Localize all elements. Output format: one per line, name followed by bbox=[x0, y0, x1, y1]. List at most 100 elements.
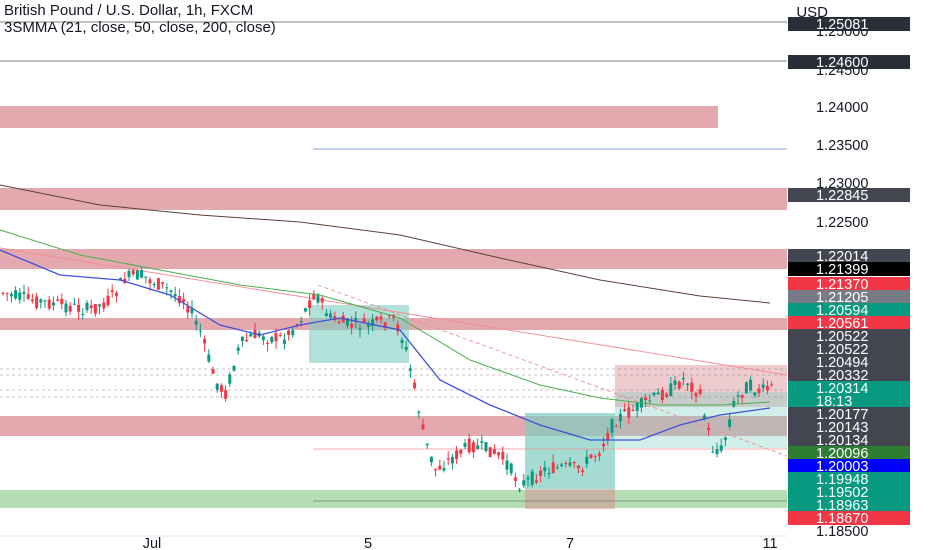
price-tag-bg bbox=[788, 342, 910, 356]
candle bbox=[337, 318, 341, 325]
candle bbox=[438, 459, 442, 471]
price-tag: 1.20314 bbox=[788, 381, 910, 397]
candle bbox=[455, 445, 459, 464]
symbol-title[interactable]: British Pound / U.S. Dollar, 1h, FXCM bbox=[4, 2, 254, 19]
candle-body bbox=[455, 450, 459, 460]
candle-body bbox=[177, 296, 181, 304]
candle-body bbox=[152, 284, 156, 286]
candle bbox=[593, 454, 597, 463]
candle bbox=[127, 268, 131, 282]
price-tag-label: 1.18963 bbox=[816, 498, 868, 514]
candle bbox=[673, 375, 677, 391]
candle-body bbox=[114, 292, 118, 296]
candle bbox=[404, 340, 408, 352]
candle bbox=[39, 298, 43, 309]
candle bbox=[211, 366, 215, 374]
candle bbox=[371, 314, 375, 332]
candle bbox=[597, 450, 601, 462]
candle-body bbox=[513, 477, 517, 481]
candle bbox=[568, 456, 572, 468]
candle bbox=[320, 295, 324, 311]
candle bbox=[698, 384, 702, 397]
candle-body bbox=[681, 378, 685, 380]
candle-body bbox=[43, 300, 47, 302]
price-tag: 1.18963 bbox=[788, 498, 910, 514]
price-tag-label: 1.24600 bbox=[816, 55, 868, 71]
candle-body bbox=[383, 322, 387, 329]
candle-body bbox=[156, 278, 160, 290]
candle-body bbox=[463, 443, 467, 448]
candle-body bbox=[723, 437, 727, 440]
candle-body bbox=[677, 381, 681, 389]
candle-body bbox=[702, 415, 706, 420]
candle bbox=[303, 307, 307, 313]
candle bbox=[102, 297, 106, 313]
price-zone bbox=[0, 188, 787, 210]
price-tag-label: 1.20522 bbox=[816, 342, 868, 358]
price-tag-bg bbox=[788, 303, 910, 317]
candle bbox=[656, 387, 660, 395]
candle-body bbox=[526, 477, 530, 480]
candle bbox=[631, 404, 635, 412]
candle-body bbox=[47, 299, 51, 309]
price-tag-label: 1.20522 bbox=[816, 329, 868, 345]
candle-body bbox=[148, 279, 152, 284]
price-tag: 1.20522 bbox=[788, 342, 910, 358]
candle-body bbox=[610, 419, 614, 433]
candle bbox=[5, 292, 9, 302]
candle-body bbox=[345, 318, 349, 326]
candle bbox=[308, 294, 312, 316]
candle-body bbox=[362, 318, 366, 323]
candle-body bbox=[110, 290, 114, 292]
candle bbox=[140, 266, 144, 279]
candle bbox=[22, 284, 26, 302]
price-tag-bg bbox=[788, 381, 910, 395]
candle-body bbox=[295, 324, 299, 326]
candle bbox=[9, 291, 13, 303]
candle bbox=[669, 376, 673, 397]
candle bbox=[161, 281, 165, 289]
price-tag-label: 1.20594 bbox=[816, 303, 868, 319]
candle-body bbox=[652, 392, 656, 396]
candle-body bbox=[602, 443, 606, 447]
price-tag-bg bbox=[788, 188, 910, 202]
price-tag: 1.20143 bbox=[788, 420, 910, 436]
candle-body bbox=[417, 411, 421, 413]
candle bbox=[182, 292, 186, 310]
candle bbox=[518, 488, 522, 493]
candle-body bbox=[471, 442, 475, 453]
candle bbox=[400, 337, 404, 349]
candle-body bbox=[627, 407, 631, 418]
indicator-legend[interactable]: 3SMMA (21, close, 50, close, 200, close) bbox=[4, 19, 276, 36]
candle bbox=[14, 286, 18, 301]
candle-body bbox=[140, 270, 144, 278]
candle bbox=[228, 371, 232, 387]
price-tag: 1.21205 bbox=[788, 290, 910, 306]
candle-body bbox=[236, 347, 240, 351]
price-tag: 1.19948 bbox=[788, 472, 910, 488]
candle-body bbox=[434, 468, 438, 471]
price-tag-bg bbox=[788, 55, 910, 69]
candle bbox=[736, 391, 740, 404]
candle bbox=[261, 334, 265, 345]
price-tag-bg bbox=[788, 433, 910, 447]
candle-body bbox=[501, 451, 505, 460]
price-zone bbox=[615, 365, 787, 407]
candle bbox=[711, 445, 715, 454]
candle bbox=[18, 288, 22, 304]
candle bbox=[312, 290, 316, 301]
candle-body bbox=[450, 456, 454, 464]
candle-body bbox=[505, 460, 509, 470]
candle bbox=[43, 299, 47, 308]
candle-body bbox=[429, 456, 433, 463]
candle bbox=[530, 469, 534, 488]
candle bbox=[497, 451, 501, 460]
candle-body bbox=[299, 321, 303, 323]
candle bbox=[375, 315, 379, 323]
price-tag-bg bbox=[788, 498, 910, 512]
candle-body bbox=[119, 277, 123, 280]
candle-body bbox=[169, 290, 173, 292]
candle bbox=[68, 302, 72, 315]
candle-body bbox=[219, 385, 223, 392]
